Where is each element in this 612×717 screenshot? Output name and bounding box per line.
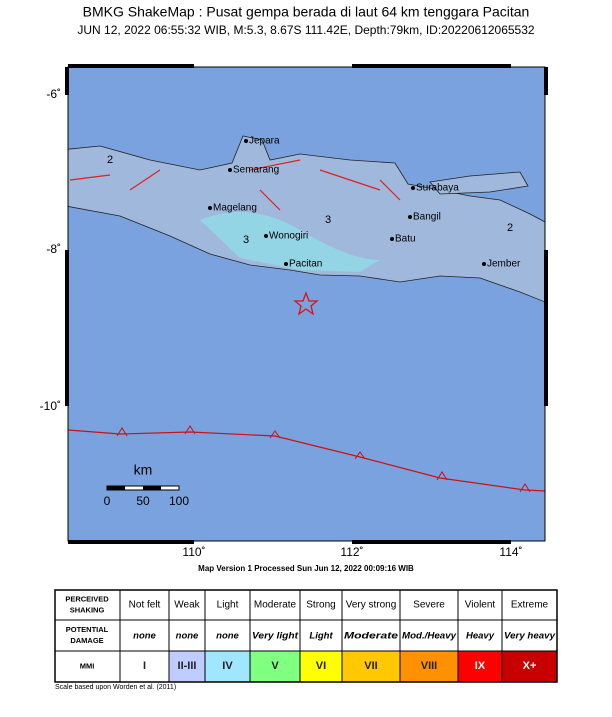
mmi-cell (300, 651, 342, 682)
lat-label: -10˚ (40, 399, 61, 413)
title: BMKG ShakeMap : Pusat gempa berada di la… (83, 4, 530, 20)
place-label: Magelang (213, 203, 257, 214)
shaking-label: Violent (465, 600, 496, 611)
mmi-label: IV (222, 660, 233, 672)
mmi-cell (502, 651, 557, 682)
row-header: POTENTIAL (66, 625, 109, 634)
damage-label: Very heavy (504, 631, 556, 642)
ocean (68, 67, 545, 541)
row-header: SHAKING (70, 605, 105, 614)
mmi-cell (205, 651, 250, 682)
mmi-label: II-III (178, 660, 197, 672)
place-dot (284, 262, 288, 266)
place-label: Surabaya (416, 183, 459, 194)
damage-label: none (176, 631, 199, 642)
row-header: DAMAGE (70, 636, 103, 645)
place-dot (408, 215, 412, 219)
madura-island (429, 171, 529, 195)
place-label: Jepara (249, 136, 280, 147)
shaking-label: Not felt (129, 600, 161, 611)
lon-label: 112˚ (340, 545, 363, 559)
mmi-cell (250, 651, 300, 682)
place-label: Jember (487, 259, 521, 270)
mmi-cell (458, 651, 502, 682)
damage-label: none (133, 631, 156, 642)
shaking-label: Light (217, 600, 239, 611)
mmi-cell (120, 651, 169, 682)
damage-label: Very light (252, 631, 299, 642)
mmi-cell (400, 651, 458, 682)
scale-unit: km (134, 462, 153, 478)
place-dot (244, 139, 248, 143)
shaking-label: Weak (174, 600, 200, 611)
place-dot (264, 234, 268, 238)
place-label: Batu (395, 234, 416, 245)
scale-label: 100 (169, 494, 189, 508)
epicenter (293, 291, 319, 316)
faults (69, 159, 401, 211)
trench-teeth (116, 425, 531, 493)
shaking-label: Strong (306, 600, 335, 611)
place-dot (208, 206, 212, 210)
scale-label: 50 (136, 494, 150, 508)
scale-label: 0 (104, 494, 111, 508)
place-label: Bangil (413, 212, 441, 223)
shaking-label: Very strong (346, 600, 397, 611)
subtitle: JUN 12, 2022 06:55:32 WIB, M:5.3, 8.67S … (77, 23, 535, 37)
contour-label: 2 (507, 222, 513, 234)
place-dot (411, 186, 415, 190)
mmi-label: V (271, 660, 279, 672)
shaking-label: Severe (413, 600, 445, 611)
frame-ticks (65, 64, 548, 544)
java-island (68, 135, 545, 303)
mmi-label: VI (316, 660, 326, 672)
map (68, 67, 545, 541)
processed-note: Map Version 1 Processed Sun Jun 12, 2022… (198, 564, 414, 573)
contour-label: 3 (243, 234, 249, 246)
table-border (54, 589, 558, 683)
lat-label: -6˚ (46, 87, 61, 101)
place-label: Pacitan (289, 259, 322, 270)
trench (68, 429, 545, 492)
damage-label: Moderate (344, 631, 399, 642)
contour-label: 3 (325, 214, 331, 226)
shaking-label: Moderate (254, 600, 297, 611)
place-label: Wonogiri (269, 231, 308, 242)
lon-label: 114˚ (499, 545, 522, 559)
lon-label: 110˚ (182, 545, 205, 559)
row-header: PERCEIVED (65, 594, 109, 603)
damage-label: none (216, 631, 239, 642)
shaking-label: Extreme (511, 600, 549, 611)
legend-table: PERCEIVED SHAKING POTENTIAL DAMAGE MMI Not fe… (54, 589, 558, 683)
mmi-cell (169, 651, 205, 682)
damage-label: Heavy (466, 631, 495, 642)
lat-label: -8˚ (46, 242, 61, 256)
scale-bar (106, 485, 180, 491)
place-dot (482, 262, 486, 266)
mmi-label: X+ (523, 660, 537, 672)
damage-label: Mod./Heavy (402, 631, 457, 642)
mmi-label: I (143, 660, 146, 672)
mmi-label: IX (475, 660, 486, 672)
footnote: Scale based upon Worden et al. (2011) (55, 684, 176, 691)
place-label: Semarang (233, 165, 279, 176)
place-dot (390, 237, 394, 241)
shaking-zone (200, 212, 380, 272)
mmi-cell (342, 651, 400, 682)
damage-label: Light (309, 631, 333, 642)
row-header: MMI (80, 661, 95, 670)
mmi-label: VIII (421, 660, 438, 672)
mmi-label: VII (364, 660, 377, 672)
contour-label: 2 (107, 154, 113, 166)
place-dot (228, 168, 232, 172)
